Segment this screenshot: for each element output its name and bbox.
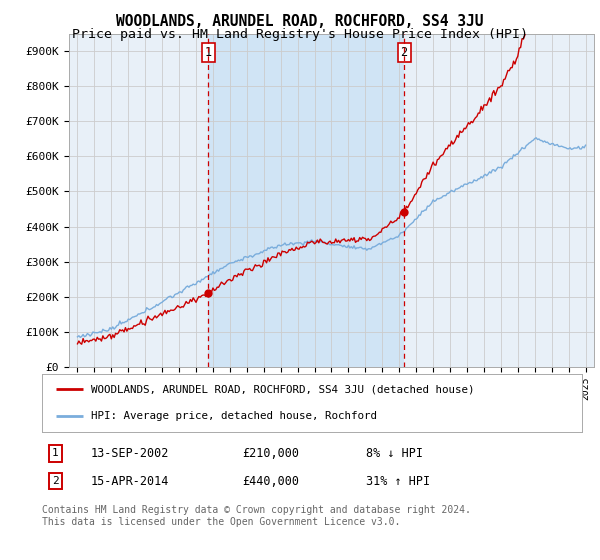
Text: £440,000: £440,000 [242, 475, 299, 488]
Text: 31% ↑ HPI: 31% ↑ HPI [366, 475, 430, 488]
Bar [208, 34, 404, 367]
Text: £210,000: £210,000 [242, 447, 299, 460]
Text: WOODLANDS, ARUNDEL ROAD, ROCHFORD, SS4 3JU (detached house): WOODLANDS, ARUNDEL ROAD, ROCHFORD, SS4 3… [91, 384, 474, 394]
Text: 1: 1 [52, 449, 59, 459]
Text: 2: 2 [52, 476, 59, 486]
Text: Price paid vs. HM Land Registry's House Price Index (HPI): Price paid vs. HM Land Registry's House … [72, 28, 528, 41]
Text: WOODLANDS, ARUNDEL ROAD, ROCHFORD, SS4 3JU: WOODLANDS, ARUNDEL ROAD, ROCHFORD, SS4 3… [116, 14, 484, 29]
Text: 13-SEP-2002: 13-SEP-2002 [91, 447, 169, 460]
Text: 1: 1 [205, 46, 212, 59]
Text: 15-APR-2014: 15-APR-2014 [91, 475, 169, 488]
Text: Contains HM Land Registry data © Crown copyright and database right 2024.: Contains HM Land Registry data © Crown c… [42, 505, 471, 515]
Text: 8% ↓ HPI: 8% ↓ HPI [366, 447, 423, 460]
Text: HPI: Average price, detached house, Rochford: HPI: Average price, detached house, Roch… [91, 412, 377, 422]
Text: This data is licensed under the Open Government Licence v3.0.: This data is licensed under the Open Gov… [42, 517, 400, 527]
Text: 2: 2 [401, 46, 408, 59]
